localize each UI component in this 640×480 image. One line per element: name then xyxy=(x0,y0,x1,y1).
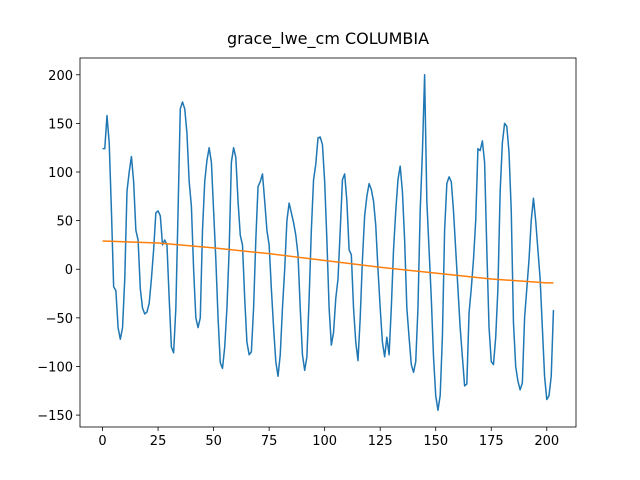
x-tick-label: 100 xyxy=(312,434,337,449)
x-tick-label: 25 xyxy=(150,434,167,449)
data-line xyxy=(102,240,554,284)
y-tick-label: −150 xyxy=(37,409,73,424)
y-tick-label: 100 xyxy=(48,166,73,181)
y-tick-label: −50 xyxy=(46,312,73,327)
data-line xyxy=(102,74,555,411)
x-tick-label: 175 xyxy=(479,434,504,449)
x-tick-label: 125 xyxy=(368,434,393,449)
x-tick-label: 200 xyxy=(534,434,559,449)
y-tick-label: −100 xyxy=(37,360,73,375)
x-tick-label: 50 xyxy=(205,434,222,449)
y-tick-label: 200 xyxy=(48,69,73,84)
chart-title: grace_lwe_cm COLUMBIA xyxy=(227,29,429,49)
x-tick-label: 0 xyxy=(98,434,106,449)
y-tick-label: 50 xyxy=(56,215,73,230)
y-tick-label: 150 xyxy=(48,117,73,132)
x-tick-label: 150 xyxy=(423,434,448,449)
axes-frame xyxy=(79,57,577,428)
y-tick-label: 0 xyxy=(65,263,73,278)
x-tick-label: 75 xyxy=(261,434,278,449)
